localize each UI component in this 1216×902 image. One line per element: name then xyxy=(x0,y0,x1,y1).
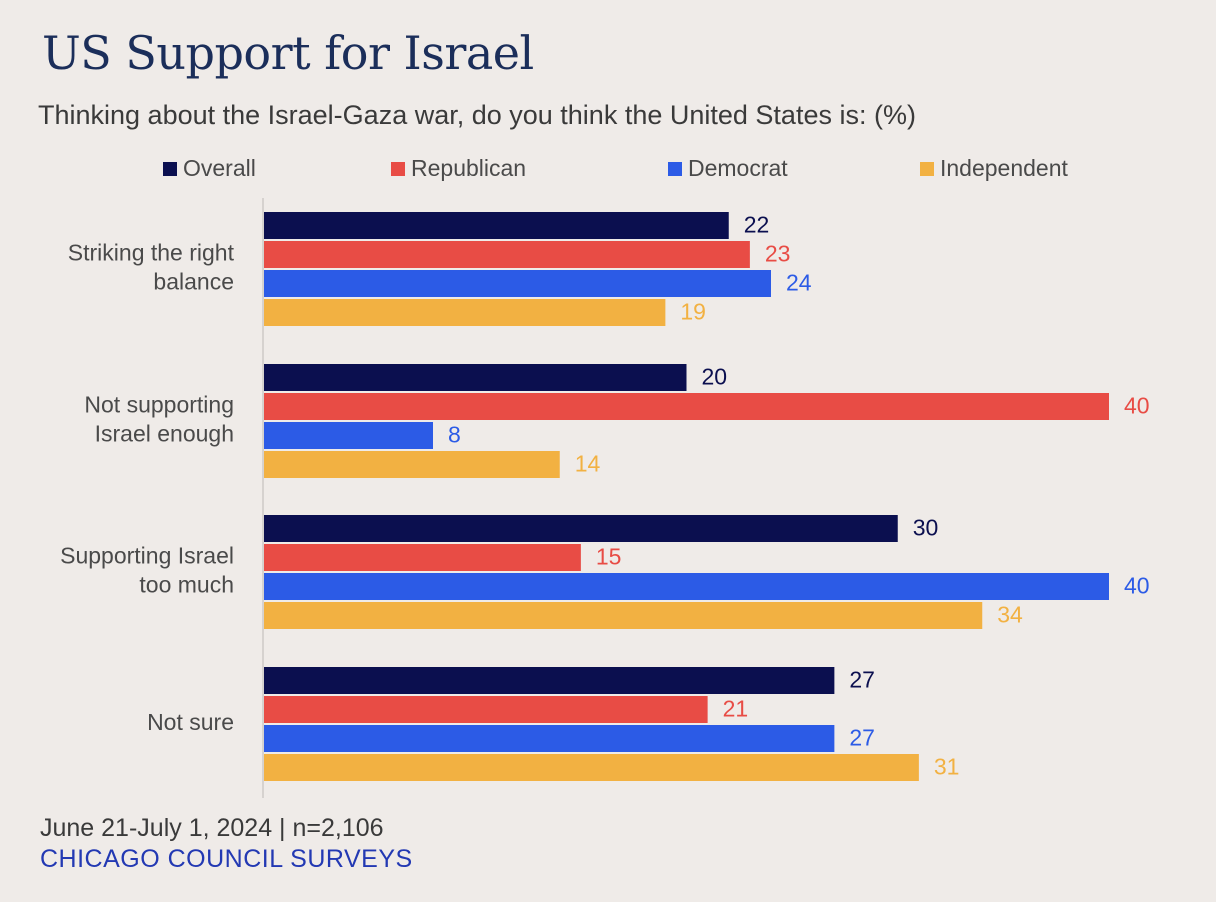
bar-independent xyxy=(264,754,919,781)
bar-republican xyxy=(264,696,708,723)
data-label-independent: 19 xyxy=(680,299,706,325)
legend-label-overall: Overall xyxy=(183,155,256,181)
legend-item-independent: Independent xyxy=(920,155,1068,182)
data-label-overall: 27 xyxy=(849,667,875,693)
category-label: balance xyxy=(153,269,234,295)
category-label: Striking the right xyxy=(68,240,235,266)
data-label-republican: 40 xyxy=(1124,393,1150,419)
data-label-democrat: 24 xyxy=(786,270,812,296)
data-label-overall: 20 xyxy=(702,364,728,390)
bar-democrat xyxy=(264,725,835,752)
bar-overall xyxy=(264,212,729,239)
legend-swatch-republican xyxy=(391,161,405,176)
bar-independent xyxy=(264,451,560,478)
data-label-republican: 23 xyxy=(765,241,791,267)
chart-subtitle: Thinking about the Israel-Gaza war, do y… xyxy=(38,100,916,130)
category-label: too much xyxy=(139,572,234,598)
data-label-democrat: 8 xyxy=(448,422,461,448)
bar-republican xyxy=(264,544,581,571)
category-label: Not sure xyxy=(147,709,234,735)
category-label: Israel enough xyxy=(95,421,234,447)
legend-swatch-democrat xyxy=(668,161,682,176)
data-label-overall: 22 xyxy=(744,212,770,238)
bar-overall xyxy=(264,667,835,694)
data-label-independent: 31 xyxy=(934,754,960,780)
legend-label-republican: Republican xyxy=(411,155,527,181)
bar-independent xyxy=(264,602,983,629)
data-label-republican: 21 xyxy=(723,696,749,722)
legend-label-independent: Independent xyxy=(940,155,1068,181)
data-label-independent: 34 xyxy=(997,602,1023,628)
survey-date: June 21-July 1, 2024 | n=2,106 xyxy=(40,814,384,842)
legend-item-republican: Republican xyxy=(391,155,526,182)
bar-democrat xyxy=(264,573,1109,600)
bar-overall xyxy=(264,515,898,542)
legend-swatch-overall xyxy=(163,161,177,176)
legend-item-democrat: Democrat xyxy=(668,155,788,182)
legend-item-overall: Overall xyxy=(163,155,256,182)
chart-legend: Overall Republican Democrat Independent xyxy=(0,155,1216,189)
legend-label-democrat: Democrat xyxy=(688,155,788,181)
data-label-democrat: 40 xyxy=(1124,573,1150,599)
bar-democrat xyxy=(264,270,771,297)
category-label: Supporting Israel xyxy=(60,543,234,569)
bar-republican xyxy=(264,393,1109,420)
data-label-democrat: 27 xyxy=(849,725,875,751)
data-label-republican: 15 xyxy=(596,544,622,570)
bar-independent xyxy=(264,299,666,326)
source-label: CHICAGO COUNCIL SURVEYS xyxy=(40,845,413,873)
legend-swatch-independent xyxy=(920,161,934,176)
bar-overall xyxy=(264,364,687,391)
category-label: Not supporting xyxy=(84,392,234,418)
bar-republican xyxy=(264,241,750,268)
data-label-independent: 14 xyxy=(575,451,601,477)
bar-democrat xyxy=(264,422,433,449)
chart-title: US Support for Israel xyxy=(42,26,534,80)
data-label-overall: 30 xyxy=(913,515,939,541)
